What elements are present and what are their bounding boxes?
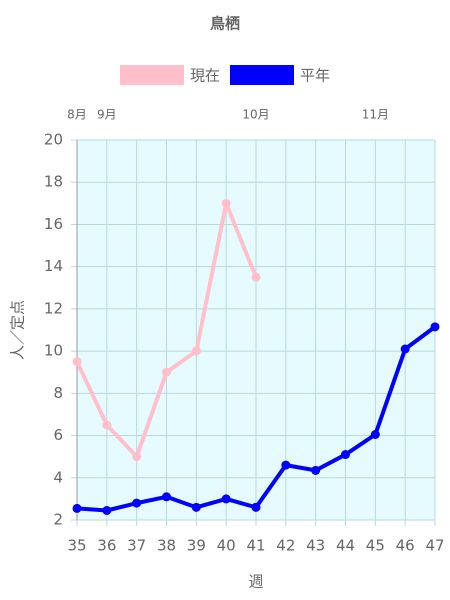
data-point — [102, 420, 112, 430]
legend-label: 現在 — [190, 67, 220, 85]
data-point — [281, 460, 291, 470]
data-point — [132, 452, 142, 462]
data-point — [191, 502, 201, 512]
x-tick-label: 41 — [246, 537, 265, 555]
data-point — [370, 430, 380, 439]
data-point — [102, 506, 112, 515]
legend-swatch — [230, 65, 294, 85]
y-axis-label: 人／定点 — [9, 300, 27, 360]
chart-title: 鳥栖 — [210, 15, 240, 33]
data-point — [400, 344, 410, 354]
data-point — [72, 357, 82, 367]
x-tick-label: 46 — [396, 537, 415, 555]
data-point — [162, 367, 171, 377]
y-tick-label: 16 — [44, 215, 63, 233]
x-tick-label: 47 — [425, 537, 444, 555]
legend-label: 平年 — [300, 67, 330, 85]
x-tick-label: 42 — [276, 537, 295, 555]
x-tick-label: 43 — [306, 537, 325, 555]
y-tick-label: 12 — [44, 299, 63, 317]
y-tick-label: 14 — [44, 257, 63, 275]
y-tick-label: 20 — [44, 131, 63, 149]
y-tick-label: 10 — [44, 342, 63, 360]
x-tick-label: 36 — [97, 537, 116, 555]
x-axis-label: 週 — [248, 573, 263, 591]
y-tick-label: 6 — [53, 426, 63, 444]
x2-tick-label: 8月 — [67, 108, 87, 122]
data-point — [221, 198, 231, 208]
data-point — [191, 346, 201, 356]
data-point — [251, 272, 261, 282]
data-point — [251, 502, 261, 512]
data-point — [162, 492, 171, 502]
y-tick-label: 18 — [44, 173, 63, 191]
x-tick-label: 45 — [366, 537, 385, 555]
legend-swatch — [120, 65, 184, 85]
x2-tick-label: 11月 — [362, 108, 389, 122]
x-tick-label: 35 — [67, 537, 86, 555]
data-point — [221, 494, 231, 504]
x-tick-label: 40 — [217, 537, 236, 555]
y-tick-label: 2 — [53, 511, 63, 529]
x-tick-label: 39 — [187, 537, 206, 555]
x2-tick-label: 9月 — [97, 108, 117, 122]
data-point — [72, 503, 82, 513]
x2-tick-label: 10月 — [242, 108, 269, 122]
data-point — [311, 465, 321, 475]
x-tick-label: 38 — [157, 537, 176, 555]
x-tick-label: 44 — [336, 537, 355, 555]
data-point — [430, 322, 440, 332]
data-point — [341, 450, 350, 460]
y-tick-label: 4 — [53, 468, 63, 486]
data-point — [132, 498, 142, 508]
x-tick-label: 37 — [127, 537, 146, 555]
y-tick-label: 8 — [53, 384, 63, 402]
